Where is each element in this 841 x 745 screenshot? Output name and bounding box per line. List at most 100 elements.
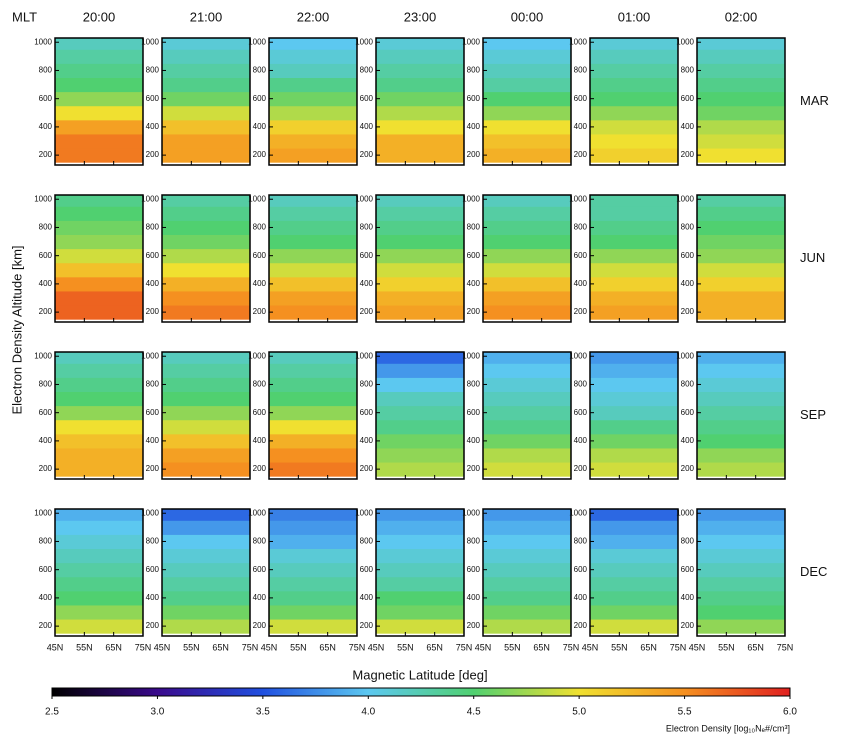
density-cell bbox=[269, 604, 357, 620]
density-cell bbox=[483, 105, 571, 121]
density-cell bbox=[697, 391, 785, 407]
density-cell bbox=[483, 220, 571, 236]
density-cell bbox=[483, 133, 571, 149]
density-cell bbox=[697, 38, 785, 50]
y-tick-label: 600 bbox=[467, 408, 481, 417]
density-cell bbox=[590, 433, 678, 449]
density-cell bbox=[697, 63, 785, 79]
density-cell bbox=[483, 63, 571, 79]
y-tick-label: 600 bbox=[146, 94, 160, 103]
y-tick-label: 400 bbox=[253, 122, 267, 131]
density-cell bbox=[483, 77, 571, 93]
y-tick-label: 200 bbox=[681, 150, 695, 159]
y-tick-label: 400 bbox=[467, 279, 481, 288]
density-cell bbox=[55, 391, 143, 407]
density-cell bbox=[376, 377, 464, 393]
density-cell bbox=[376, 77, 464, 93]
panel bbox=[269, 38, 357, 163]
y-tick-label: 200 bbox=[681, 464, 695, 473]
density-cell bbox=[697, 576, 785, 592]
density-cell bbox=[483, 305, 571, 320]
density-cell bbox=[590, 276, 678, 292]
x-tick-label: 65N bbox=[533, 642, 550, 652]
y-tick-label: 200 bbox=[574, 150, 588, 159]
y-tick-label: 1000 bbox=[676, 351, 694, 360]
panel bbox=[376, 352, 464, 477]
density-cell bbox=[483, 119, 571, 135]
density-cell bbox=[697, 590, 785, 606]
y-tick-label: 600 bbox=[467, 251, 481, 260]
density-cell bbox=[55, 290, 143, 306]
density-cell bbox=[162, 49, 250, 64]
density-cell bbox=[376, 604, 464, 620]
density-cell bbox=[269, 206, 357, 221]
y-tick-label: 600 bbox=[39, 565, 53, 574]
density-cell bbox=[483, 91, 571, 107]
y-tick-label: 400 bbox=[360, 436, 374, 445]
panel-frame bbox=[161, 194, 251, 323]
y-tick-label: 600 bbox=[360, 251, 374, 260]
panel-frame bbox=[482, 37, 572, 166]
panel-frame bbox=[696, 37, 786, 166]
panel-frame bbox=[268, 37, 358, 166]
density-cell bbox=[269, 509, 357, 521]
density-cell bbox=[483, 248, 571, 264]
y-tick-label: 200 bbox=[681, 621, 695, 630]
density-cell bbox=[269, 433, 357, 449]
panel bbox=[376, 509, 464, 634]
y-tick-label: 600 bbox=[253, 565, 267, 574]
density-cell bbox=[697, 119, 785, 135]
density-cell bbox=[483, 619, 571, 634]
y-tick-label: 1000 bbox=[462, 194, 480, 203]
density-cell bbox=[55, 352, 143, 364]
y-tick-label: 600 bbox=[467, 94, 481, 103]
density-cell bbox=[162, 38, 250, 50]
density-cell bbox=[55, 49, 143, 64]
density-cell bbox=[269, 562, 357, 578]
y-tick-label: 1000 bbox=[462, 508, 480, 517]
y-tick-label: 800 bbox=[681, 66, 695, 75]
density-cell bbox=[590, 290, 678, 306]
y-tick-label: 400 bbox=[681, 122, 695, 131]
density-cell bbox=[590, 363, 678, 378]
x-tick-label: 75N bbox=[242, 642, 259, 652]
density-cell bbox=[55, 377, 143, 393]
density-cell bbox=[55, 276, 143, 292]
panel-frame bbox=[482, 194, 572, 323]
density-cell bbox=[483, 262, 571, 278]
density-cell bbox=[55, 590, 143, 606]
density-cell bbox=[269, 590, 357, 606]
colorbar-tick-label: 4.5 bbox=[467, 707, 481, 718]
x-tick-label: 65N bbox=[105, 642, 122, 652]
y-axis-label: Electron Density Altitude [km] bbox=[9, 245, 24, 414]
density-cell bbox=[590, 447, 678, 463]
y-tick-label: 600 bbox=[39, 408, 53, 417]
panel bbox=[55, 352, 143, 477]
y-tick-label: 200 bbox=[146, 307, 160, 316]
density-cell bbox=[697, 105, 785, 121]
density-cell bbox=[697, 363, 785, 378]
density-cell bbox=[590, 590, 678, 606]
density-cell bbox=[269, 91, 357, 107]
density-cell bbox=[55, 133, 143, 149]
density-cell bbox=[55, 433, 143, 449]
y-tick-label: 600 bbox=[146, 251, 160, 260]
density-cell bbox=[697, 548, 785, 564]
density-cell bbox=[697, 520, 785, 535]
density-cell bbox=[269, 548, 357, 564]
density-cell bbox=[590, 352, 678, 364]
density-cell bbox=[697, 562, 785, 578]
density-cell bbox=[697, 509, 785, 521]
y-tick-label: 600 bbox=[146, 565, 160, 574]
density-cell bbox=[376, 38, 464, 50]
y-tick-label: 600 bbox=[681, 565, 695, 574]
density-cell bbox=[483, 352, 571, 364]
y-tick-label: 600 bbox=[681, 408, 695, 417]
panel bbox=[590, 195, 678, 320]
y-tick-label: 400 bbox=[39, 122, 53, 131]
y-tick-label: 800 bbox=[467, 537, 481, 546]
panel-frame bbox=[589, 508, 679, 637]
density-cell bbox=[162, 119, 250, 135]
panel-frame bbox=[589, 194, 679, 323]
y-tick-label: 200 bbox=[253, 621, 267, 630]
